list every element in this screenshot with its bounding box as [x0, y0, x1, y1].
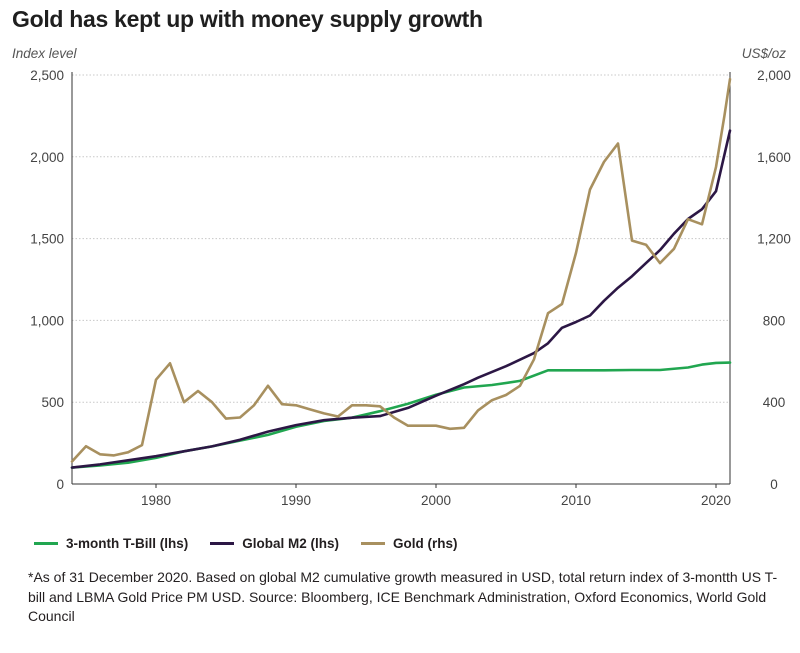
- chart-title: Gold has kept up with money supply growt…: [12, 6, 483, 32]
- x-tick-label: 2020: [701, 493, 731, 508]
- x-tick-label: 2010: [561, 493, 591, 508]
- y-tick-label: 500: [41, 395, 64, 410]
- y2-tick-label: 2,000: [757, 68, 791, 83]
- legend-swatch-tbill: [34, 542, 58, 545]
- y-tick-label: 0: [56, 477, 64, 492]
- legend-item-m2: Global M2 (lhs): [210, 536, 339, 551]
- y-tick-label: 1,000: [30, 313, 64, 328]
- y2-tick-label: 800: [763, 313, 786, 328]
- y2-tick-label: 1,200: [757, 232, 791, 247]
- y2-tick-label: 0: [770, 477, 778, 492]
- tbill-line: [70, 361, 732, 469]
- right-axis-title: US$/oz: [741, 46, 786, 61]
- footnote: *As of 31 December 2020. Based on global…: [28, 569, 778, 624]
- x-tick-label: 2000: [421, 493, 451, 508]
- legend-swatch-gold: [361, 542, 386, 545]
- y2-tick-label: 400: [763, 395, 786, 410]
- x-tick-label: 1980: [141, 493, 171, 508]
- y-tick-label: 2,000: [30, 150, 64, 165]
- y-tick-label: 2,500: [30, 68, 64, 83]
- y2-tick-label: 1,600: [757, 150, 791, 165]
- legend-label-tbill: 3-month T-Bill (lhs): [66, 536, 189, 551]
- x-tick-label: 1990: [281, 493, 311, 508]
- y-tick-label: 1,500: [30, 232, 64, 247]
- legend-label-m2: Global M2 (lhs): [242, 536, 340, 551]
- legend-swatch-m2: [210, 542, 235, 545]
- line-chart: 0 500 1,000 1,500 2,000 2,500 0 400 800 1,200 1,60…: [30, 68, 791, 508]
- m2-line: [70, 129, 732, 469]
- gold-line: [70, 77, 732, 463]
- legend-label-gold: Gold (rhs): [393, 536, 458, 551]
- legend-item-gold: Gold (rhs): [361, 536, 458, 551]
- legend-item-tbill: 3-month T-Bill (lhs): [34, 536, 188, 551]
- left-axis-title: Index level: [12, 46, 77, 61]
- legend: 3-month T-Bill (lhs) Global M2 (lhs) Gol…: [34, 536, 458, 551]
